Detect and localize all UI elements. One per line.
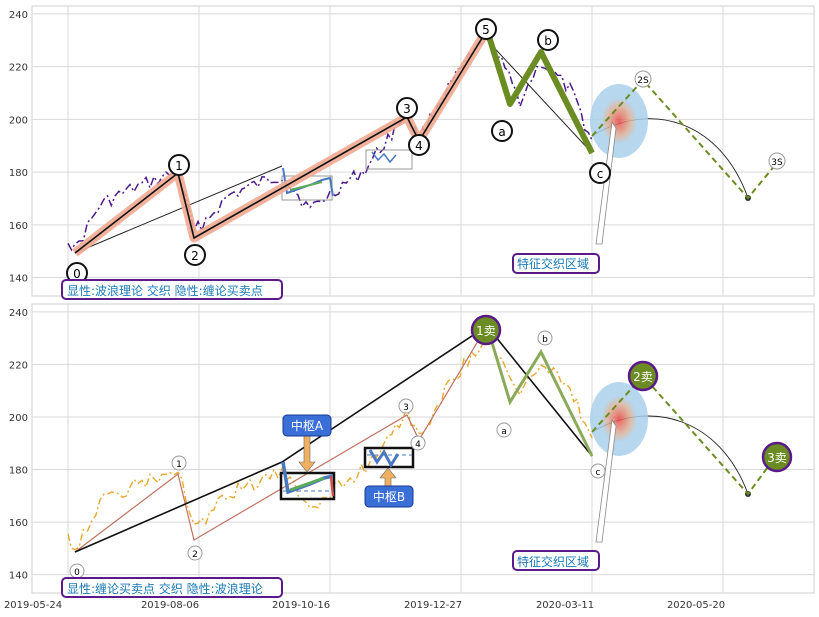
top-trend-line-2 xyxy=(486,39,593,154)
y-tick-label: 160 xyxy=(9,518,28,529)
y-tick-label: 180 xyxy=(9,168,28,179)
wave-label-b: b xyxy=(544,34,552,48)
bottom-callout-arrow xyxy=(595,418,617,543)
bottom-callout-box xyxy=(512,550,600,571)
zhongshu-b-label: 中枢B xyxy=(373,489,405,504)
wave-label-c: c xyxy=(597,167,604,181)
bottom-callout: 特征交织区域 xyxy=(517,554,589,569)
top-callout-box xyxy=(512,253,600,274)
bottom-wave-labels: 0 1 2 3 4 a b c xyxy=(69,330,606,579)
bottom-wave-label-0: 0 xyxy=(74,568,80,578)
x-tick-label: 2020-05-20 xyxy=(667,600,725,611)
projection-label-2s: 2S xyxy=(637,76,649,86)
intersection-zone xyxy=(590,84,648,158)
zhongshu-a-label-box xyxy=(282,414,332,437)
bottom-wave-label-1: 1 xyxy=(176,460,182,470)
sell-point-3: 3卖 xyxy=(767,451,787,465)
x-tick-label: 2019-12-27 xyxy=(404,600,462,611)
bottom-bi-green xyxy=(485,325,594,457)
wave-label-0: 0 xyxy=(73,267,81,281)
y-tick-label: 240 xyxy=(9,10,28,21)
top-callout-arrow xyxy=(595,120,617,245)
zhongshu-a-box xyxy=(279,471,336,501)
x-tick-label: 2019-10-16 xyxy=(272,600,330,611)
y-tick-label: 200 xyxy=(9,413,28,424)
x-tick-label: 2019-05-24 xyxy=(4,600,62,611)
top-projection-dashed xyxy=(591,78,777,200)
y-tick-label: 160 xyxy=(9,221,28,232)
bottom-intersection-zone xyxy=(590,382,648,456)
x-tick-label: 2020-03-11 xyxy=(536,600,594,611)
bottom-caption-box xyxy=(61,577,283,598)
top-panel xyxy=(67,27,777,257)
top-wave-path xyxy=(74,29,488,254)
wave-label-2: 2 xyxy=(191,249,199,263)
bottom-wave-label-c: c xyxy=(596,468,601,478)
wave-label-1: 1 xyxy=(175,159,183,173)
top-callout: 特征交织区域 xyxy=(517,256,589,271)
zhongshu-b-label-box xyxy=(364,485,414,508)
wave-label-3: 3 xyxy=(403,102,411,116)
zhongshu-b-stroke xyxy=(368,449,400,468)
zhongshu-b-arrow-icon xyxy=(379,467,397,487)
top-price-line xyxy=(67,28,593,252)
zhongshu-a-label: 中枢A xyxy=(291,418,324,433)
y-tick-label: 140 xyxy=(9,571,28,582)
top-zhongshu-b-box xyxy=(365,149,413,170)
top-abc-correction xyxy=(484,29,595,155)
top-wave-labels: 0 1 2 3 4 5 a b c 2S 3S xyxy=(66,18,786,284)
top-trend-line-1 xyxy=(74,165,283,254)
y-tick-label: 220 xyxy=(9,63,28,74)
bottom-caption: 显性:缠论买卖点 交织 隐性:波浪理论 xyxy=(67,581,263,596)
top-caption: 显性:波浪理论 交织 隐性:缠论买卖点 xyxy=(67,283,263,298)
sell-point-2: 2卖 xyxy=(633,370,653,384)
top-caption-box xyxy=(61,279,283,300)
bottom-bi-path xyxy=(74,324,593,553)
x-tick-label: 2019-08-06 xyxy=(141,600,199,611)
zhongshu-b-box xyxy=(363,446,415,469)
wave-label-5: 5 xyxy=(482,23,490,37)
bottom-projection-dashed xyxy=(591,374,777,496)
bottom-wave-label-a: a xyxy=(501,427,507,437)
y-tick-label: 220 xyxy=(9,360,28,371)
y-tick-label: 140 xyxy=(9,274,28,285)
wave-label-4: 4 xyxy=(415,139,423,153)
y-tick-label: 240 xyxy=(9,308,28,319)
sell-points: 1卖 2卖 3卖 xyxy=(470,314,793,473)
sell-point-1: 1卖 xyxy=(476,324,496,338)
wave-label-a: a xyxy=(498,125,505,139)
bottom-wave-label-2: 2 xyxy=(192,550,198,560)
top-zhongshu-b-stroke xyxy=(371,151,397,164)
bottom-wave-label-4: 4 xyxy=(415,440,421,450)
bottom-panel xyxy=(67,324,777,553)
zhongshu-a-arrow-icon xyxy=(298,435,316,473)
y-tick-label: 180 xyxy=(9,466,28,477)
bottom-wave-label-b: b xyxy=(542,335,548,345)
projection-label-3s: 3S xyxy=(771,158,783,168)
y-tick-label: 200 xyxy=(9,115,28,126)
zhongshu-a-red xyxy=(329,475,335,497)
zhongshu-a-green xyxy=(289,476,325,492)
bottom-wave-label-3: 3 xyxy=(403,403,409,413)
bottom-price-line xyxy=(67,336,593,551)
top-zhongshu-a-green xyxy=(289,181,323,191)
